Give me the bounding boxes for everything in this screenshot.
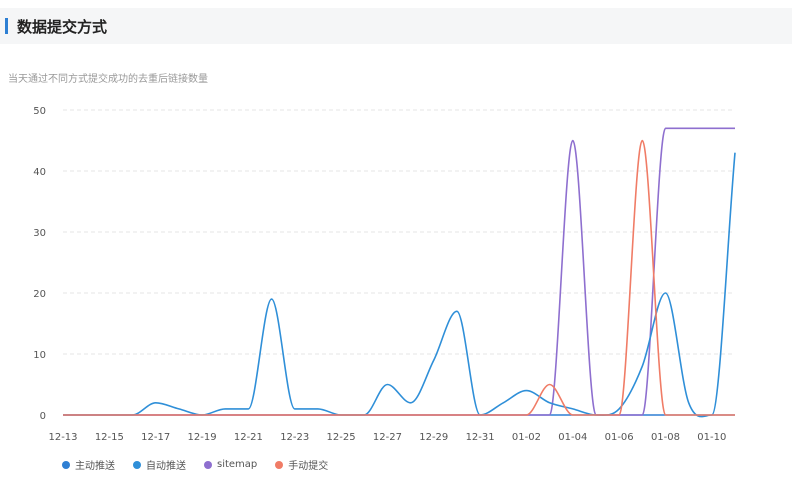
header-accent-bar <box>5 18 8 34</box>
section-header: 数据提交方式 <box>0 8 792 44</box>
series-line-1 <box>62 152 736 418</box>
x-tick-label: 12-17 <box>141 432 170 443</box>
y-tick-label: 40 <box>33 167 46 178</box>
x-tick-label: 12-31 <box>466 432 495 443</box>
section-title: 数据提交方式 <box>17 18 108 36</box>
series-line-3 <box>62 139 735 416</box>
legend-dot-icon <box>275 460 284 469</box>
legend-label: 主动推送 <box>75 461 115 472</box>
legend-item[interactable]: 手动提交 <box>275 457 328 472</box>
x-tick-label: 12-19 <box>188 432 217 443</box>
legend-dot-icon <box>133 460 141 469</box>
y-tick-label: 10 <box>33 350 46 361</box>
x-tick-label: 12-15 <box>95 432 124 443</box>
chart-legend: 主动推送 自动推送 sitemap 手动提交 <box>62 457 328 472</box>
legend-label: 自动推送 <box>146 461 186 472</box>
x-tick-label: 12-13 <box>48 432 77 443</box>
x-tick-label: 01-10 <box>697 432 726 443</box>
legend-dot-icon <box>204 460 212 469</box>
legend-label: 手动提交 <box>288 461 329 472</box>
legend-label: sitemap <box>217 459 258 470</box>
legend-item[interactable]: 主动推送 <box>62 457 115 472</box>
x-tick-label: 01-06 <box>605 432 634 443</box>
legend-dot-icon <box>62 460 70 469</box>
legend-item[interactable]: 自动推送 <box>133 457 186 472</box>
x-tick-label: 01-02 <box>512 432 541 443</box>
y-tick-label: 30 <box>33 228 46 239</box>
line-chart: 0 10 20 30 40 50 12-13 12-15 12-17 12-19 12-21 12-2… <box>33 106 736 443</box>
y-tick-label: 0 <box>40 411 46 422</box>
x-tick-label: 12-23 <box>280 432 309 443</box>
x-tick-label: 12-25 <box>327 432 356 443</box>
x-tick-label: 01-04 <box>558 432 587 443</box>
x-tick-label: 12-21 <box>234 432 263 443</box>
chart-subtitle: 当天通过不同方式提交成功的去重后链接数量 <box>8 74 208 85</box>
y-tick-label: 50 <box>33 106 46 117</box>
x-tick-label: 12-27 <box>373 432 402 443</box>
x-tick-label: 12-29 <box>419 432 448 443</box>
x-tick-label: 01-08 <box>651 432 680 443</box>
y-tick-label: 20 <box>33 289 46 300</box>
legend-item[interactable]: sitemap <box>204 457 257 472</box>
